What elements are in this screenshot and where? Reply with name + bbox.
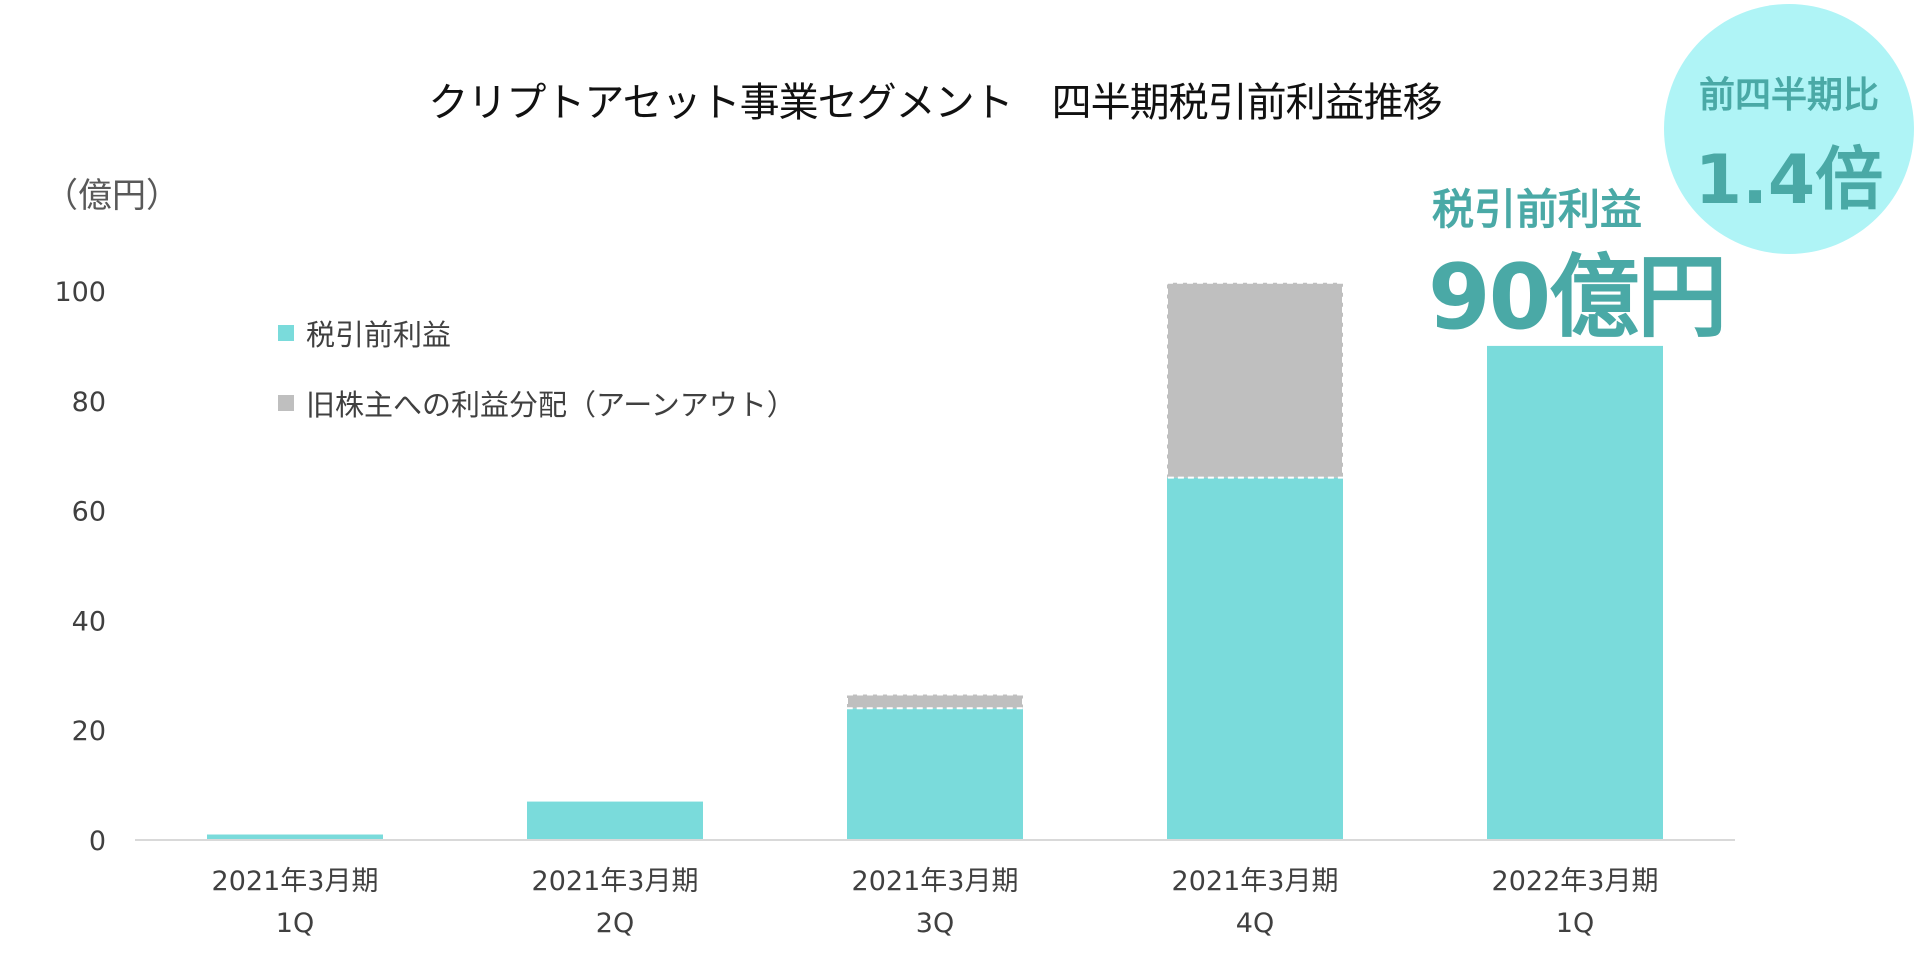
bar-pretax-profit-4	[1167, 477, 1343, 840]
bar-pretax-profit-2	[527, 801, 703, 840]
x-tick-label-3-line-2: 3Q	[916, 908, 954, 939]
bar-pretax-profit-1	[207, 834, 383, 840]
x-tick-label-4-line-1: 2021年3月期	[1172, 866, 1339, 897]
y-tick-label-20: 20	[72, 716, 106, 747]
legend-swatch-pretax-profit	[278, 325, 294, 341]
bar-earnout-3	[846, 693, 1024, 710]
badge-label: 前四半期比	[1698, 75, 1879, 116]
x-tick-label-3-line-1: 2021年3月期	[852, 866, 1019, 897]
bar-pretax-profit-3	[847, 708, 1023, 840]
legend-item-earnout: 旧株主への利益分配（アーンアウト）	[278, 382, 796, 424]
y-tick-label-40: 40	[72, 606, 106, 637]
bar-pretax-profit-5	[1487, 345, 1663, 840]
x-tick-label-5-line-1: 2022年3月期	[1492, 866, 1659, 897]
x-tick-label-1-line-2: 1Q	[276, 908, 314, 939]
legend-swatch-earnout	[278, 395, 294, 411]
legend-item-pretax-profit: 税引前利益	[278, 312, 451, 354]
chart-title: クリプトアセット事業セグメント 四半期税引前利益推移	[428, 80, 1442, 126]
highlight-value: 90億円	[1428, 245, 1727, 350]
highlight-label: 税引前利益	[1432, 185, 1643, 234]
bar-earnout-4	[1166, 281, 1344, 479]
y-axis-unit-label: （億円）	[44, 176, 180, 216]
x-tick-label-1-line-1: 2021年3月期	[212, 866, 379, 897]
y-tick-label-80: 80	[72, 387, 106, 418]
y-tick-label-0: 0	[89, 826, 106, 857]
x-tick-label-4-line-2: 4Q	[1236, 908, 1274, 939]
y-tick-label-60: 60	[72, 497, 106, 528]
badge-value: 1.4倍	[1694, 141, 1884, 220]
x-tick-label-2-line-2: 2Q	[596, 908, 634, 939]
x-tick-label-2-line-1: 2021年3月期	[532, 866, 699, 897]
x-tick-label-5-line-2: 1Q	[1556, 908, 1594, 939]
qoq-badge: 前四半期比 1.4倍	[1664, 4, 1914, 254]
legend-label-earnout: 旧株主への利益分配（アーンアウト）	[306, 388, 796, 422]
legend-label-pretax-profit: 税引前利益	[306, 318, 452, 352]
y-tick-label-100: 100	[54, 277, 106, 308]
